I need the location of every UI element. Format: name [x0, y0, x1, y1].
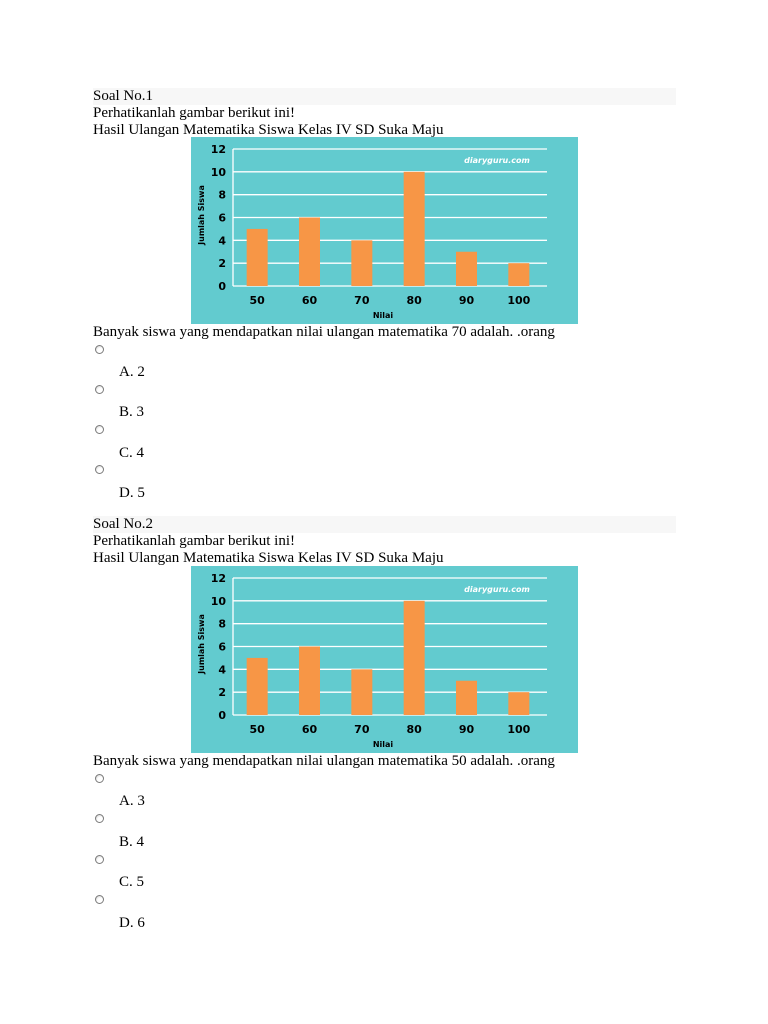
question-1-option-a[interactable]: A. 2 — [119, 364, 145, 380]
y-tick-label: 2 — [218, 686, 226, 699]
question-1-option-d[interactable]: D. 5 — [119, 485, 145, 501]
bar-80 — [403, 171, 425, 286]
x-tick-label: 70 — [354, 723, 370, 736]
y-tick-label: 12 — [211, 143, 226, 156]
question-1-radio-d[interactable] — [95, 465, 104, 474]
x-tick-label: 80 — [407, 723, 423, 736]
x-axis-label: Nilai — [373, 311, 394, 320]
question-1-chart: 0 2 4 6 8 10 12 50 60 70 80 90 100 Nilai Jumlah Siswa d… — [191, 137, 578, 324]
y-tick-label: 10 — [211, 166, 227, 179]
y-tick-label: 10 — [211, 595, 227, 608]
x-axis-label: Nilai — [373, 740, 394, 749]
question-1-header-bar — [93, 88, 676, 105]
watermark-text: diaryguru.com — [464, 585, 530, 594]
question-2-option-b[interactable]: B. 4 — [119, 834, 145, 850]
bar-80 — [403, 600, 425, 715]
question-2-title: Soal No.2 — [93, 516, 153, 532]
question-1-option-c[interactable]: C. 4 — [119, 445, 145, 461]
x-tick-label: 60 — [302, 294, 318, 307]
y-tick-label: 8 — [218, 189, 226, 202]
bar-70 — [351, 240, 373, 286]
x-tick-label: 90 — [459, 294, 475, 307]
y-axis-label: Jumlah Siswa — [197, 185, 206, 246]
x-tick-label: 90 — [459, 723, 475, 736]
question-1-instruction: Perhatikanlah gambar berikut ini! — [93, 105, 296, 121]
bar-60 — [299, 217, 320, 286]
x-tick-label: 70 — [354, 294, 370, 307]
y-tick-label: 8 — [218, 618, 226, 631]
x-tick-label: 100 — [507, 723, 530, 736]
question-2-radio-a[interactable] — [95, 774, 104, 783]
bar-50 — [246, 657, 268, 715]
question-2-chart: 0 2 4 6 8 10 12 50 60 70 80 90 100 Nilai Jumlah Siswa d… — [191, 566, 578, 753]
x-tick-label: 60 — [302, 723, 318, 736]
question-2-radio-c[interactable] — [95, 855, 104, 864]
x-tick-label: 80 — [407, 294, 423, 307]
x-tick-label: 50 — [250, 723, 266, 736]
question-1-caption: Hasil Ulangan Matematika Siswa Kelas IV … — [93, 122, 444, 138]
x-tick-label: 50 — [250, 294, 266, 307]
question-1-prompt: Banyak siswa yang mendapatkan nilai ulan… — [93, 324, 555, 340]
question-2-radio-d[interactable] — [95, 895, 104, 904]
question-2-prompt: Banyak siswa yang mendapatkan nilai ulan… — [93, 753, 555, 769]
question-1-radio-b[interactable] — [95, 385, 104, 394]
question-2-header-bar — [93, 516, 676, 533]
bar-chart-svg: 0 2 4 6 8 10 12 50 60 70 80 90 100 Nilai Jumlah Siswa d… — [191, 137, 578, 324]
y-tick-label: 0 — [218, 280, 226, 293]
bar-90 — [456, 680, 477, 715]
y-axis-label: Jumlah Siswa — [197, 614, 206, 675]
y-tick-label: 6 — [218, 212, 226, 225]
question-2-caption: Hasil Ulangan Matematika Siswa Kelas IV … — [93, 550, 444, 566]
bar-60 — [299, 646, 320, 715]
bar-90 — [456, 251, 477, 286]
y-tick-label: 2 — [218, 257, 226, 270]
y-tick-label: 6 — [218, 641, 226, 654]
x-tick-label: 100 — [507, 294, 530, 307]
question-1-option-b[interactable]: B. 3 — [119, 404, 145, 420]
question-1-title: Soal No.1 — [93, 88, 153, 104]
bar-100 — [508, 692, 530, 715]
bar-100 — [508, 263, 530, 286]
y-tick-label: 4 — [218, 663, 226, 676]
y-tick-label: 4 — [218, 234, 226, 247]
bar-chart-svg: 0 2 4 6 8 10 12 50 60 70 80 90 100 Nilai Jumlah Siswa d… — [191, 566, 578, 753]
watermark-text: diaryguru.com — [464, 156, 530, 165]
question-1-radio-a[interactable] — [95, 345, 104, 354]
question-1-radio-c[interactable] — [95, 425, 104, 434]
question-2-option-a[interactable]: A. 3 — [119, 793, 145, 809]
question-2-instruction: Perhatikanlah gambar berikut ini! — [93, 533, 296, 549]
bar-70 — [351, 669, 373, 715]
question-2-radio-b[interactable] — [95, 814, 104, 823]
question-2-option-c[interactable]: C. 5 — [119, 874, 145, 890]
y-tick-label: 12 — [211, 572, 226, 585]
y-tick-label: 0 — [218, 709, 226, 722]
bar-50 — [246, 228, 268, 286]
question-2-option-d[interactable]: D. 6 — [119, 915, 145, 931]
